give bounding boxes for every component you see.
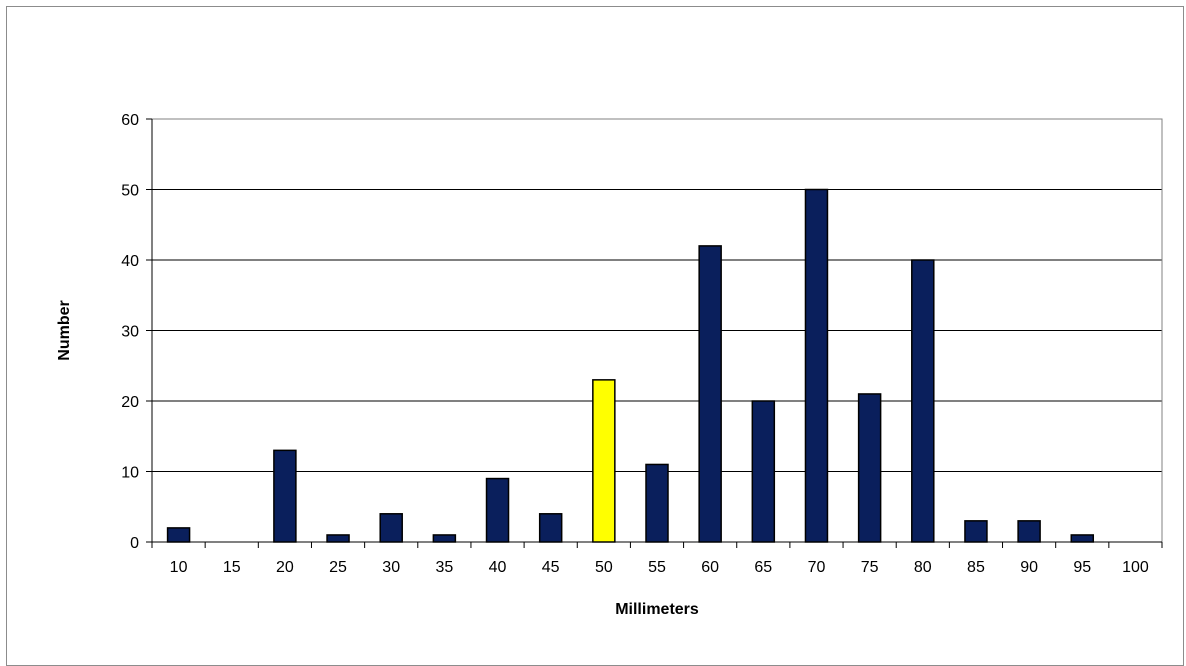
- bars: [166, 188, 1095, 543]
- bar-35: [432, 534, 457, 543]
- y-tick-label: 10: [121, 465, 139, 482]
- x-tick-label: 75: [861, 559, 879, 576]
- bar-50: [592, 379, 616, 543]
- x-tick-label: 40: [489, 559, 507, 576]
- x-tick-label: 30: [382, 559, 400, 576]
- y-tick-label: 0: [130, 535, 139, 552]
- bar-80: [911, 259, 935, 543]
- bar-85: [964, 520, 988, 543]
- x-tick-label: 50: [595, 559, 613, 576]
- x-tick-label: 60: [701, 559, 719, 576]
- y-tick-label: 60: [121, 112, 139, 129]
- bar-70: [804, 188, 829, 543]
- x-tick-labels: 10 15 20 25 30 35 40 45 50 55 60 65 70 75 80 85 90 95 100: [170, 559, 1149, 576]
- x-tick-label: 20: [276, 559, 294, 576]
- bar-40: [485, 477, 510, 543]
- bar-25: [326, 534, 350, 543]
- bar-55: [645, 463, 669, 543]
- bar-65: [751, 400, 776, 543]
- y-tick-label: 40: [121, 253, 139, 270]
- y-tick-labels: 0 10 20 30 40 50 60: [121, 112, 139, 552]
- bar-10: [166, 527, 191, 543]
- x-tick-label: 95: [1073, 559, 1091, 576]
- axes: [146, 118, 1163, 548]
- bar-20: [273, 449, 297, 543]
- y-tick-label: 50: [121, 183, 139, 200]
- x-tick-label: 70: [808, 559, 826, 576]
- bar-90: [1017, 520, 1041, 543]
- bar-75: [857, 393, 882, 543]
- x-tick-label: 10: [170, 559, 188, 576]
- x-tick-label: 15: [223, 559, 241, 576]
- x-tick-label: 65: [754, 559, 772, 576]
- x-tick-label: 90: [1020, 559, 1038, 576]
- bar-60: [698, 245, 722, 543]
- y-axis-title: Number: [56, 300, 73, 360]
- gridlines: [152, 118, 1162, 472]
- y-tick-label: 20: [121, 394, 139, 411]
- bar-30: [379, 513, 403, 543]
- x-tick-label: 55: [648, 559, 666, 576]
- bar-95: [1070, 534, 1095, 543]
- x-tick-label: 25: [329, 559, 347, 576]
- bar-45: [538, 513, 563, 543]
- bar-chart: 0 10 20 30 40 50 60 10 15 20 25 30 35 40 45 50 55 60 65 70…: [56, 112, 1163, 618]
- x-tick-label: 45: [542, 559, 560, 576]
- x-tick-label: 100: [1122, 559, 1149, 576]
- y-tick-label: 30: [121, 324, 139, 341]
- x-tick-label: 35: [435, 559, 453, 576]
- x-axis-title: Millimeters: [615, 601, 699, 618]
- x-tick-label: 80: [914, 559, 932, 576]
- x-tick-label: 85: [967, 559, 985, 576]
